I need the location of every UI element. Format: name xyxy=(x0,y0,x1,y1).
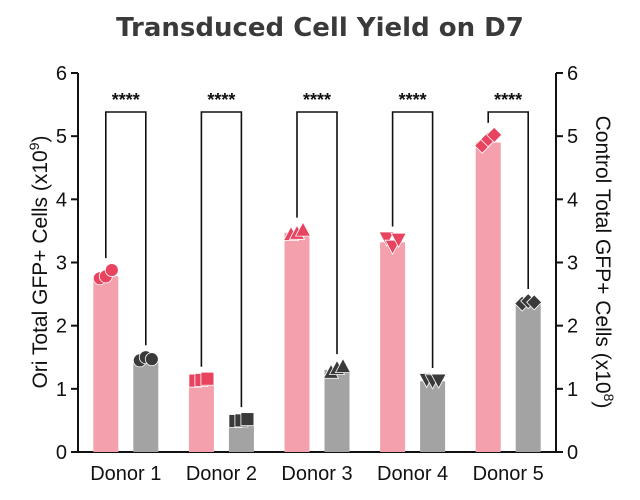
x-tick-label: Donor 3 xyxy=(281,463,352,485)
left-y-tick-label: 3 xyxy=(56,253,67,275)
control-data-point xyxy=(240,412,255,427)
x-tick-label: Donor 2 xyxy=(186,463,257,485)
significance-label: **** xyxy=(112,90,140,110)
x-tick-label: Donor 4 xyxy=(377,463,448,485)
ori-bar xyxy=(380,242,406,452)
left-y-tick-label: 4 xyxy=(56,189,67,211)
control-data-point xyxy=(526,294,543,311)
right-y-tick-label: 3 xyxy=(567,253,578,275)
left-y-tick-label: 5 xyxy=(56,126,67,148)
left-y-tick-label: 2 xyxy=(56,316,67,338)
left-y-tick-label: 6 xyxy=(56,63,67,85)
significance-label: **** xyxy=(399,90,427,110)
significance-bracket xyxy=(296,111,338,355)
significance-bracket xyxy=(487,111,530,290)
right-y-tick-label: 2 xyxy=(567,316,578,338)
ori-data-point xyxy=(390,232,407,249)
control-bar xyxy=(133,359,159,452)
plot-area: 0 1 2 3 4 5 6 0 1 2 3 4 5 6 Ori Total GFP+ Cells (x109… xyxy=(26,63,617,485)
significance-label: **** xyxy=(303,90,331,110)
control-data-point xyxy=(334,357,352,373)
control-bar xyxy=(515,302,541,452)
control-data-point xyxy=(430,373,447,389)
right-y-tick-label: 0 xyxy=(567,442,578,464)
ori-bar xyxy=(93,276,119,452)
significance-label: **** xyxy=(494,90,522,110)
ori-data-point xyxy=(294,221,312,237)
left-y-tick-label: 1 xyxy=(56,379,67,401)
control-bar xyxy=(420,381,446,452)
significance-bracket xyxy=(391,111,434,368)
ori-bar xyxy=(188,379,214,452)
ori-data-point xyxy=(104,263,119,277)
x-tick-label: Donor 1 xyxy=(90,463,161,485)
ori-data-point xyxy=(200,371,215,386)
control-data-point xyxy=(144,352,159,367)
significance-bracket xyxy=(200,111,243,408)
right-y-tick-label: 1 xyxy=(567,379,578,401)
ori-bar xyxy=(475,142,501,452)
ori-data-point xyxy=(378,231,395,247)
right-y-axis-label: Control Total GFP+ Cells (x108) xyxy=(591,116,617,409)
right-y-tick-label: 6 xyxy=(567,63,578,85)
significance-bracket xyxy=(105,111,147,346)
ori-bar xyxy=(284,232,310,452)
left-y-axis-label: Ori Total GFP+ Cells (x109) xyxy=(26,135,52,388)
chart-title: Transduced Cell Yield on D7 xyxy=(116,13,524,43)
right-y-tick-label: 4 xyxy=(567,189,578,211)
ori-data-point xyxy=(486,126,503,143)
significance-label: **** xyxy=(207,90,235,110)
control-bar xyxy=(324,369,350,452)
left-y-tick-label: 0 xyxy=(56,442,67,464)
x-tick-label: Donor 5 xyxy=(473,463,544,485)
right-y-tick-label: 5 xyxy=(567,126,578,148)
